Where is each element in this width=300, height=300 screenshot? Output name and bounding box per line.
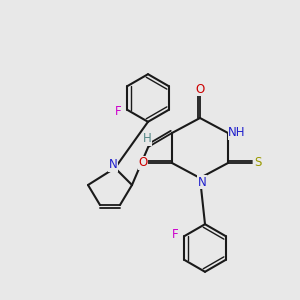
Text: F: F — [172, 228, 179, 241]
Text: N: N — [198, 176, 206, 188]
Text: S: S — [254, 157, 262, 169]
Text: F: F — [115, 105, 122, 119]
Text: H: H — [143, 133, 152, 146]
Text: O: O — [139, 157, 148, 169]
Text: O: O — [195, 83, 205, 96]
Text: NH: NH — [228, 127, 246, 140]
Text: N: N — [109, 158, 117, 172]
